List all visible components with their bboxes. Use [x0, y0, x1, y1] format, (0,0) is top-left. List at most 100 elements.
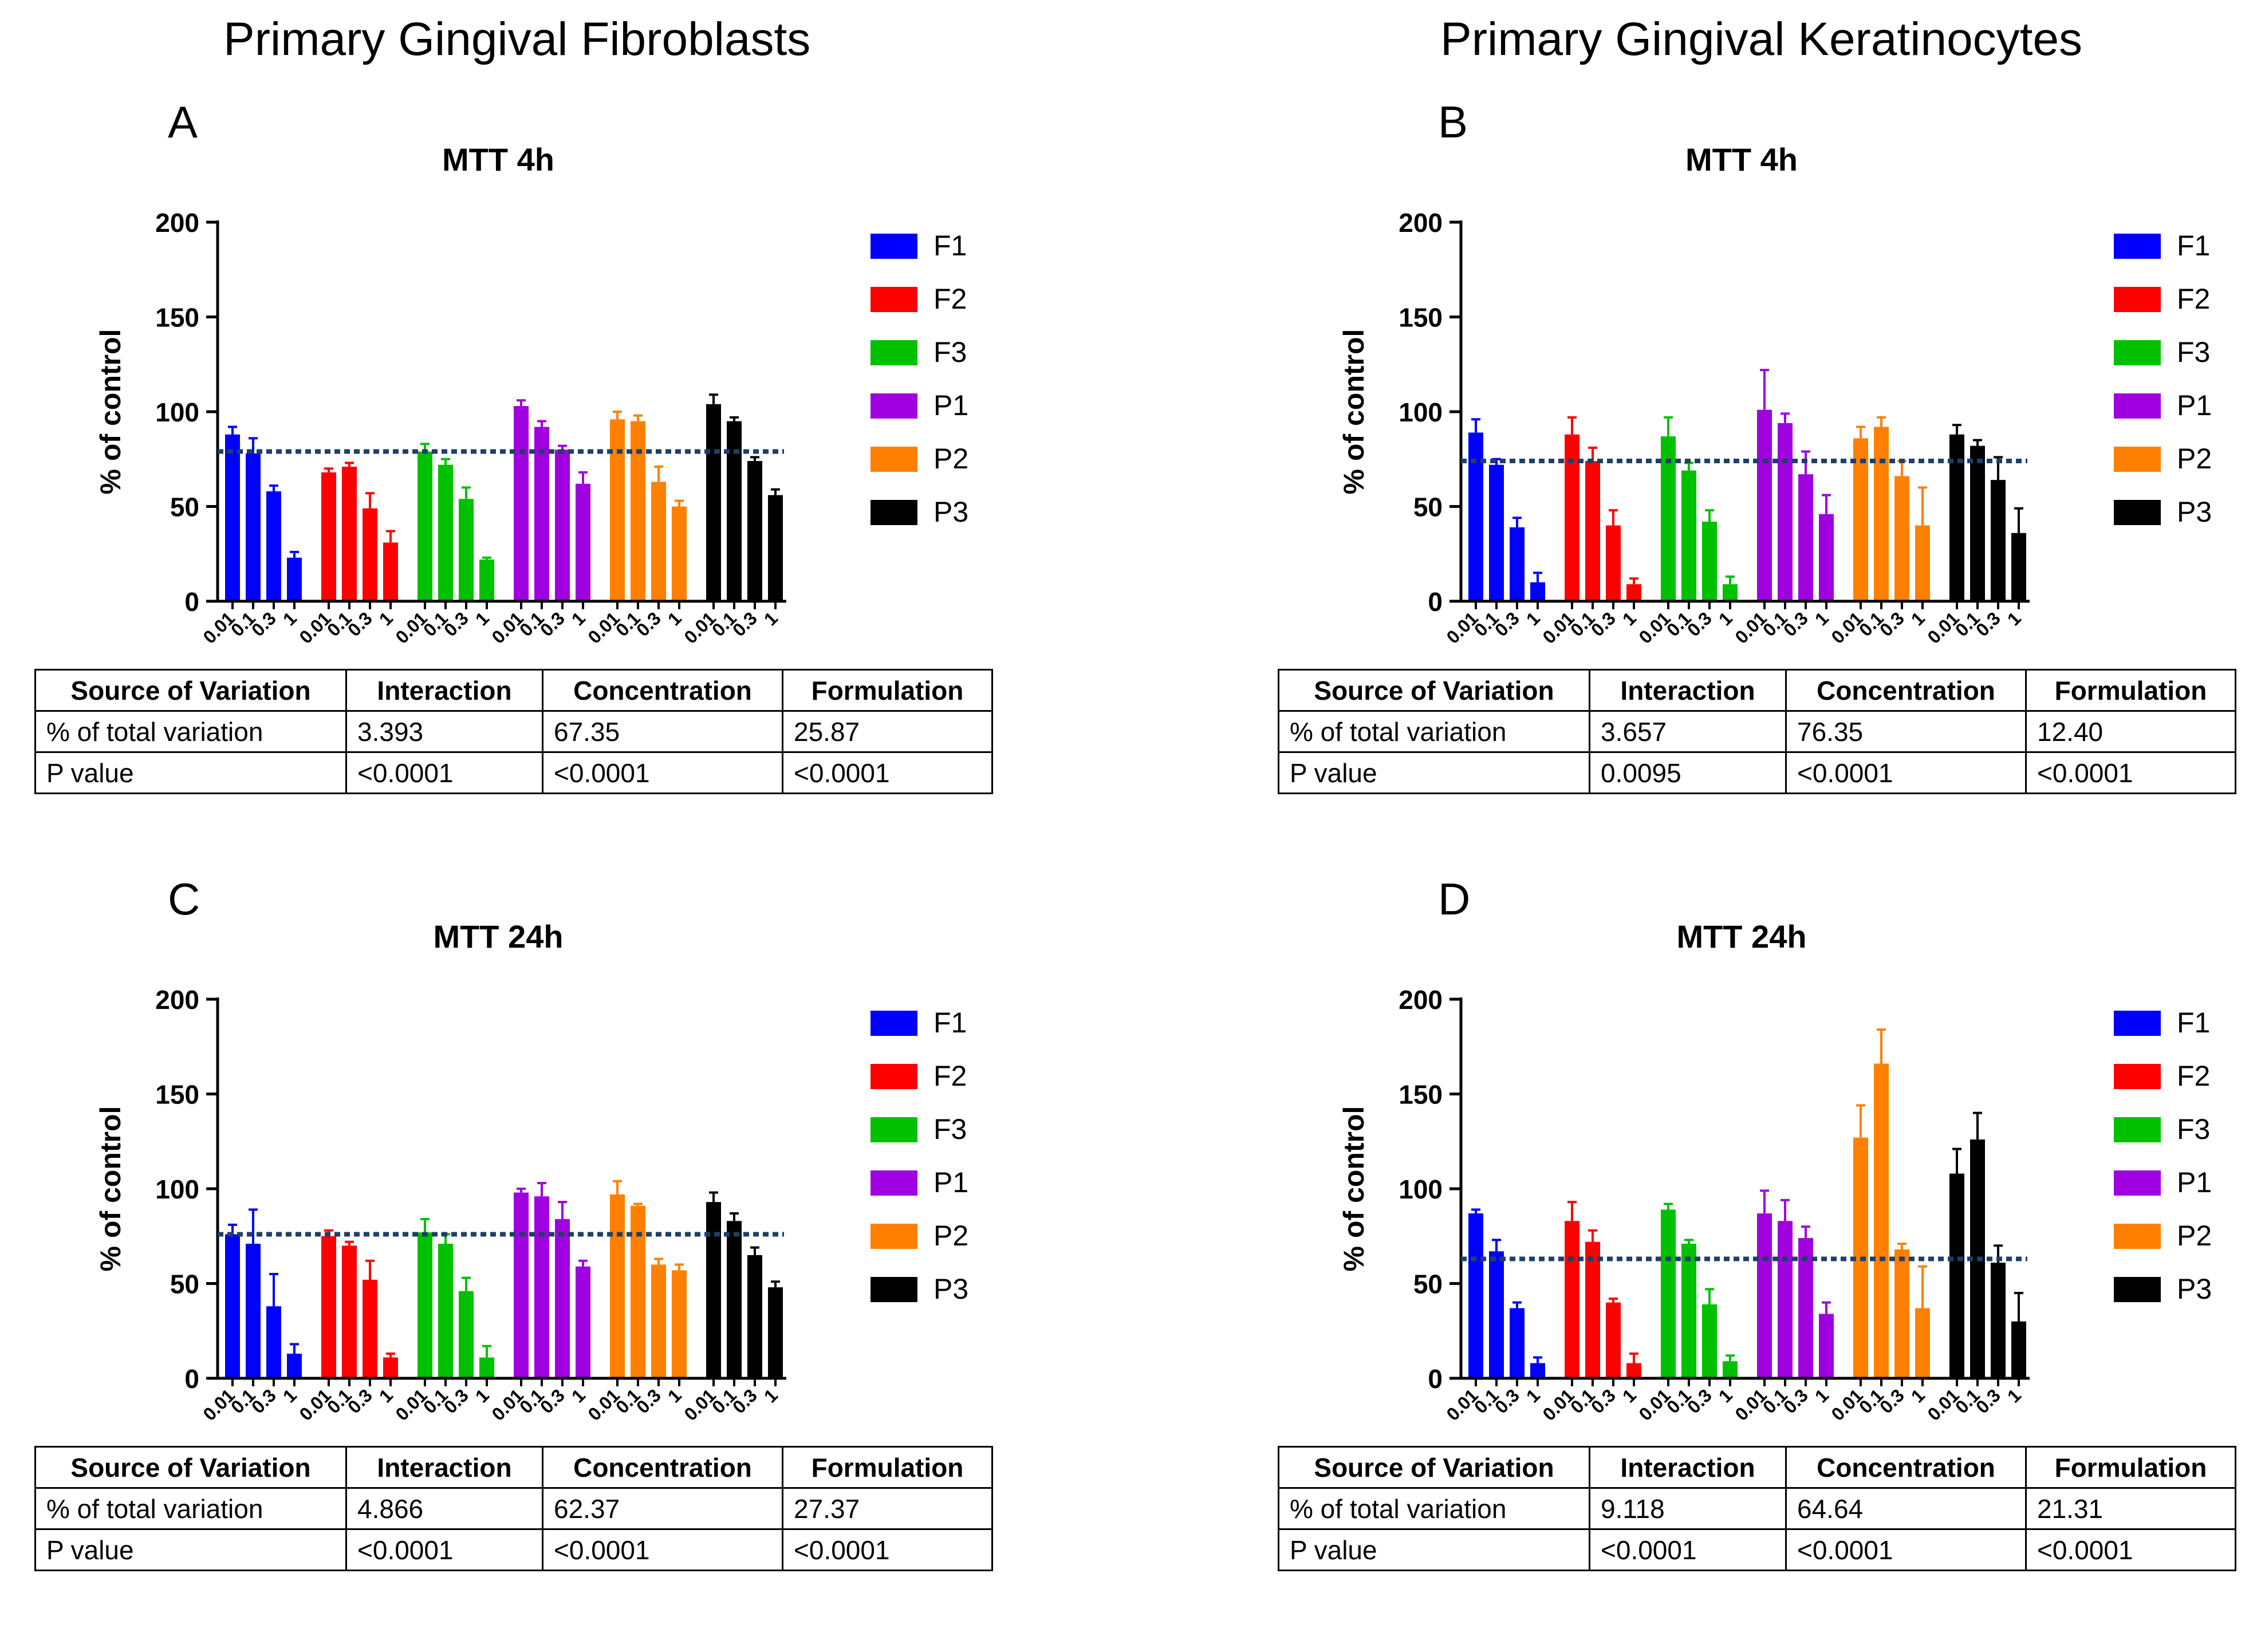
- y-tick-label: 150: [1399, 1080, 1443, 1110]
- x-tick-label: 0.3: [728, 1385, 761, 1417]
- y-tick-label: 50: [170, 492, 199, 522]
- legend-swatch-p2: [870, 447, 917, 472]
- bar-f2: [383, 542, 398, 601]
- table-header-cell: Formulation: [782, 1446, 993, 1489]
- panel-d: D MTT 24h% of control 0 50 100 150 200 0.01 0.1…: [1278, 873, 2251, 1652]
- legend-label-f3: F3: [933, 336, 967, 368]
- legend-swatch-f2: [2114, 287, 2161, 312]
- bar-f3: [479, 559, 494, 601]
- table-cell: <0.0001: [542, 751, 783, 794]
- legend-swatch-p3: [870, 1277, 917, 1302]
- bar-p3: [747, 1255, 762, 1378]
- bar-f2: [383, 1357, 398, 1378]
- legend-label-f3: F3: [933, 1113, 967, 1145]
- column-title-keratinocytes: Primary Gingival Keratinocytes: [1440, 13, 2083, 65]
- legend-swatch-f2: [870, 287, 917, 312]
- stats-table-a: Source of Variation Interaction Concentr…: [34, 669, 993, 794]
- bar-p1: [1757, 1213, 1772, 1378]
- chart-b: MTT 4h% of control0501001502000.010.10.3…: [1338, 141, 2212, 648]
- bar-p3: [747, 461, 762, 601]
- x-tick-label: 1: [471, 1385, 493, 1406]
- y-tick-label: 150: [155, 1080, 199, 1110]
- bar-f2: [1606, 1302, 1621, 1378]
- table-cell: P value: [34, 751, 347, 794]
- bar-p1: [555, 1219, 570, 1378]
- bar-f2: [1585, 461, 1600, 601]
- bar-p3: [2011, 1321, 2026, 1378]
- x-tick-label: 0.3: [536, 1385, 569, 1417]
- y-tick-label: 150: [155, 303, 199, 333]
- table-cell: P value: [1278, 751, 1590, 794]
- table-cell: % of total variation: [1278, 710, 1590, 753]
- bar-f2: [1565, 1221, 1579, 1378]
- bar-f2: [363, 1279, 377, 1378]
- x-tick-label: 0.3: [1876, 608, 1908, 640]
- bar-f2: [1626, 1363, 1641, 1378]
- bar-p1: [514, 1192, 529, 1378]
- bar-f2: [321, 1236, 336, 1378]
- legend-swatch-p2: [870, 1224, 917, 1249]
- legend-label-f2: F2: [2177, 1060, 2210, 1092]
- x-tick-label: 0.3: [440, 608, 472, 640]
- x-tick-label: 1: [1618, 608, 1640, 629]
- panel-a: A MTT 4h% of control 0 50 100 150 200 0.01 0.1 0…: [34, 96, 1008, 875]
- bar-f1: [246, 453, 261, 601]
- table-cell: <0.0001: [1785, 751, 2027, 794]
- panel-letter: D: [1438, 874, 1471, 924]
- x-tick-label: 0.3: [632, 1385, 665, 1417]
- table-cell: P value: [34, 1528, 347, 1571]
- bar-f1: [287, 557, 302, 601]
- bar-p1: [1819, 514, 1834, 601]
- table-cell: <0.0001: [345, 1528, 543, 1571]
- x-tick-label: 0.3: [1587, 1385, 1620, 1417]
- bar-p3: [1991, 480, 2006, 601]
- legend-swatch-p3: [870, 500, 917, 525]
- table-cell: <0.0001: [542, 1528, 783, 1571]
- table-cell: 64.64: [1785, 1487, 2027, 1530]
- bar-p3: [768, 495, 783, 601]
- x-tick-label: 1: [279, 608, 301, 629]
- table-header-row: Source of Variation Interaction Concentr…: [34, 669, 993, 712]
- y-tick-label: 200: [155, 985, 199, 1015]
- y-axis-label: % of control: [1338, 329, 1370, 495]
- bar-f2: [342, 1245, 357, 1378]
- bar-f1: [266, 1306, 281, 1378]
- chart-title: MTT 4h: [1685, 141, 1798, 178]
- bar-f2: [1585, 1241, 1600, 1378]
- legend-label-p1: P1: [2177, 389, 2212, 421]
- bar-f1: [225, 434, 240, 601]
- y-tick-label: 100: [155, 1174, 199, 1204]
- panel-letter: A: [168, 97, 198, 147]
- x-tick-label: 1: [279, 1385, 301, 1406]
- legend-label-p2: P2: [933, 1220, 968, 1252]
- x-tick-label: 0.3: [1491, 1385, 1523, 1417]
- legend-label-p1: P1: [933, 1166, 968, 1198]
- bar-f1: [1468, 432, 1483, 601]
- legend-label-p2: P2: [2177, 1220, 2212, 1252]
- bar-p2: [1894, 1249, 1909, 1378]
- table-cell: 25.87: [782, 710, 993, 753]
- stats-table-c: Source of Variation Interaction Concentr…: [34, 1446, 993, 1571]
- bar-p3: [1991, 1263, 2006, 1378]
- bar-p3: [768, 1287, 783, 1378]
- table-cell: % of total variation: [1278, 1487, 1590, 1530]
- x-tick-label: 1: [1715, 1385, 1736, 1406]
- bar-p1: [1798, 474, 1813, 601]
- bar-p3: [706, 1202, 721, 1378]
- x-tick-label: 0.3: [728, 608, 761, 640]
- bar-f3: [1702, 521, 1717, 601]
- table-header-row: Source of Variation Interaction Concentr…: [1278, 1446, 2236, 1489]
- x-tick-label: 1: [1715, 608, 1736, 629]
- bar-f3: [459, 1291, 474, 1378]
- column-title-fibroblasts: Primary Gingival Fibroblasts: [223, 13, 811, 65]
- bar-f1: [246, 1243, 261, 1378]
- table-header-cell: Concentration: [1785, 669, 2027, 712]
- legend-label-f3: F3: [2177, 336, 2210, 368]
- x-tick-label: 0.3: [247, 608, 280, 640]
- table-header-row: Source of Variation Interaction Concentr…: [1278, 669, 2236, 712]
- chart-title: MTT 4h: [442, 141, 554, 178]
- bar-p1: [1819, 1314, 1834, 1378]
- bar-f2: [363, 508, 377, 601]
- x-tick-label: 1: [664, 608, 686, 629]
- y-axis-label: % of control: [94, 1106, 127, 1272]
